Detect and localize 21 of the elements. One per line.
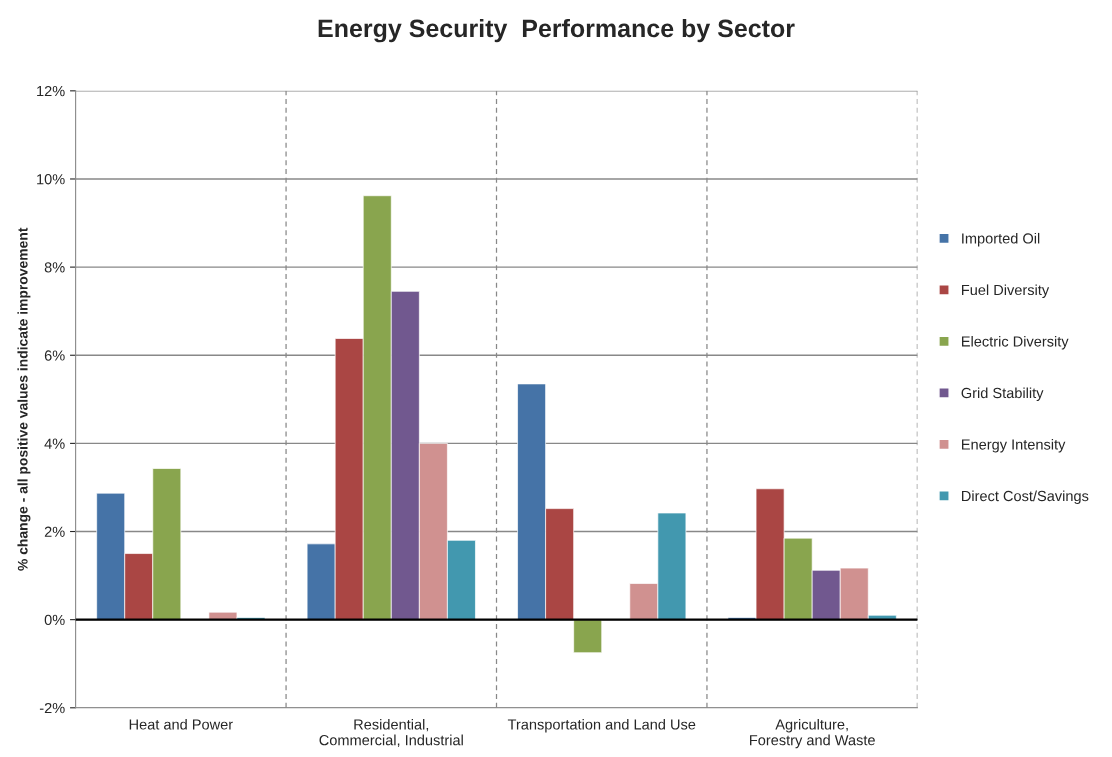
legend-label: Direct Cost/Savings [962,490,1089,505]
y-tick-label: 10% [37,174,65,185]
x-tick-label: Residential, Commercial, Industrial [319,718,463,748]
y-axis-title: % change - all positive values indicate improvement [17,227,31,571]
y-tick-label: 2% [44,526,65,537]
x-tick-label: Heat and Power [129,718,233,730]
y-tick-label: 0% [44,614,65,626]
legend-label: Fuel Diversity [962,284,1050,298]
y-tick-label: -2% [39,702,65,714]
y-tick-label: 4% [44,438,65,449]
legend-label: Imported Oil [962,232,1040,247]
y-tick-label: 6% [44,350,65,361]
legend-label: Energy Intensity [962,438,1066,453]
chart-title: Energy Security Performance by Sector [318,18,795,43]
legend-label: Electric Diversity [962,335,1069,350]
y-tick-label: 8% [44,262,65,273]
bar [573,619,603,654]
x-tick-label: Transportation and Land Use [507,718,696,733]
legend-label: Grid Stability [961,387,1044,402]
x-tick-label: Agriculture, Forestry and Waste [750,718,875,749]
y-tick-label: 12% [37,85,65,97]
